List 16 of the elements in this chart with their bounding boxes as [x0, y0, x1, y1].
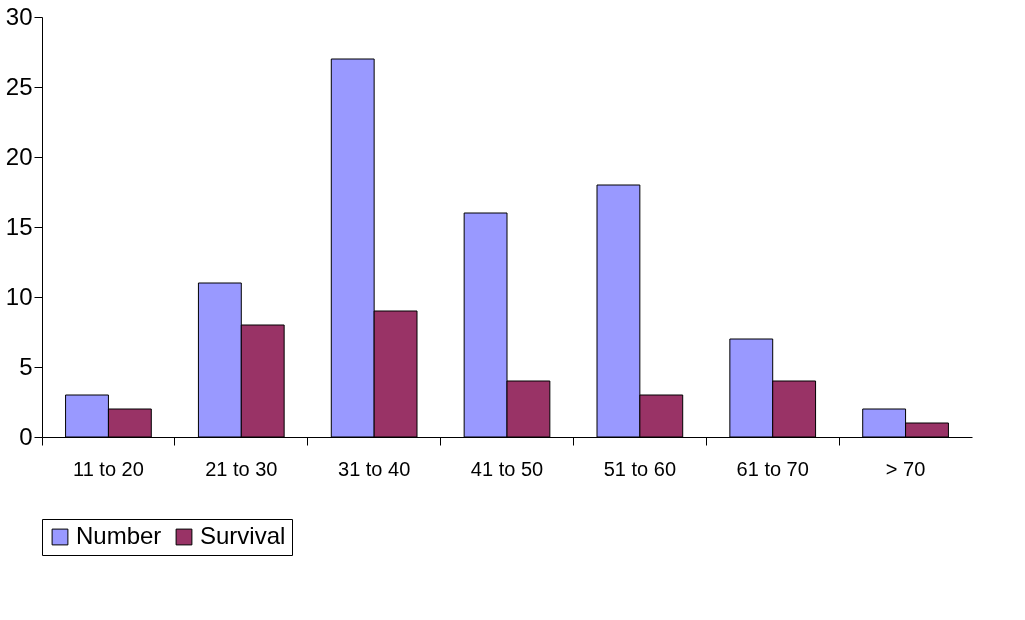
- x-tick-label: 41 to 50: [470, 457, 544, 480]
- x-tick-label: 51 to 60: [603, 457, 677, 480]
- legend-label: Survival: [200, 522, 286, 549]
- y-tick-label: 20: [5, 142, 33, 170]
- y-tick-label: 0: [19, 422, 33, 450]
- legend-label: Number: [76, 522, 162, 549]
- x-tick-label: 21 to 30: [205, 457, 278, 480]
- y-tick-label: 30: [5, 2, 33, 30]
- x-tick-label: > 70: [885, 457, 926, 480]
- x-tick-label: 31 to 40: [337, 457, 411, 480]
- y-tick-label: 5: [19, 352, 33, 380]
- y-tick-label: 15: [5, 212, 33, 240]
- x-tick-label: 61 to 70: [736, 457, 809, 480]
- y-tick-label: 10: [5, 282, 33, 310]
- y-tick-label: 25: [5, 72, 33, 100]
- x-tick-label: 11 to 20: [73, 457, 144, 480]
